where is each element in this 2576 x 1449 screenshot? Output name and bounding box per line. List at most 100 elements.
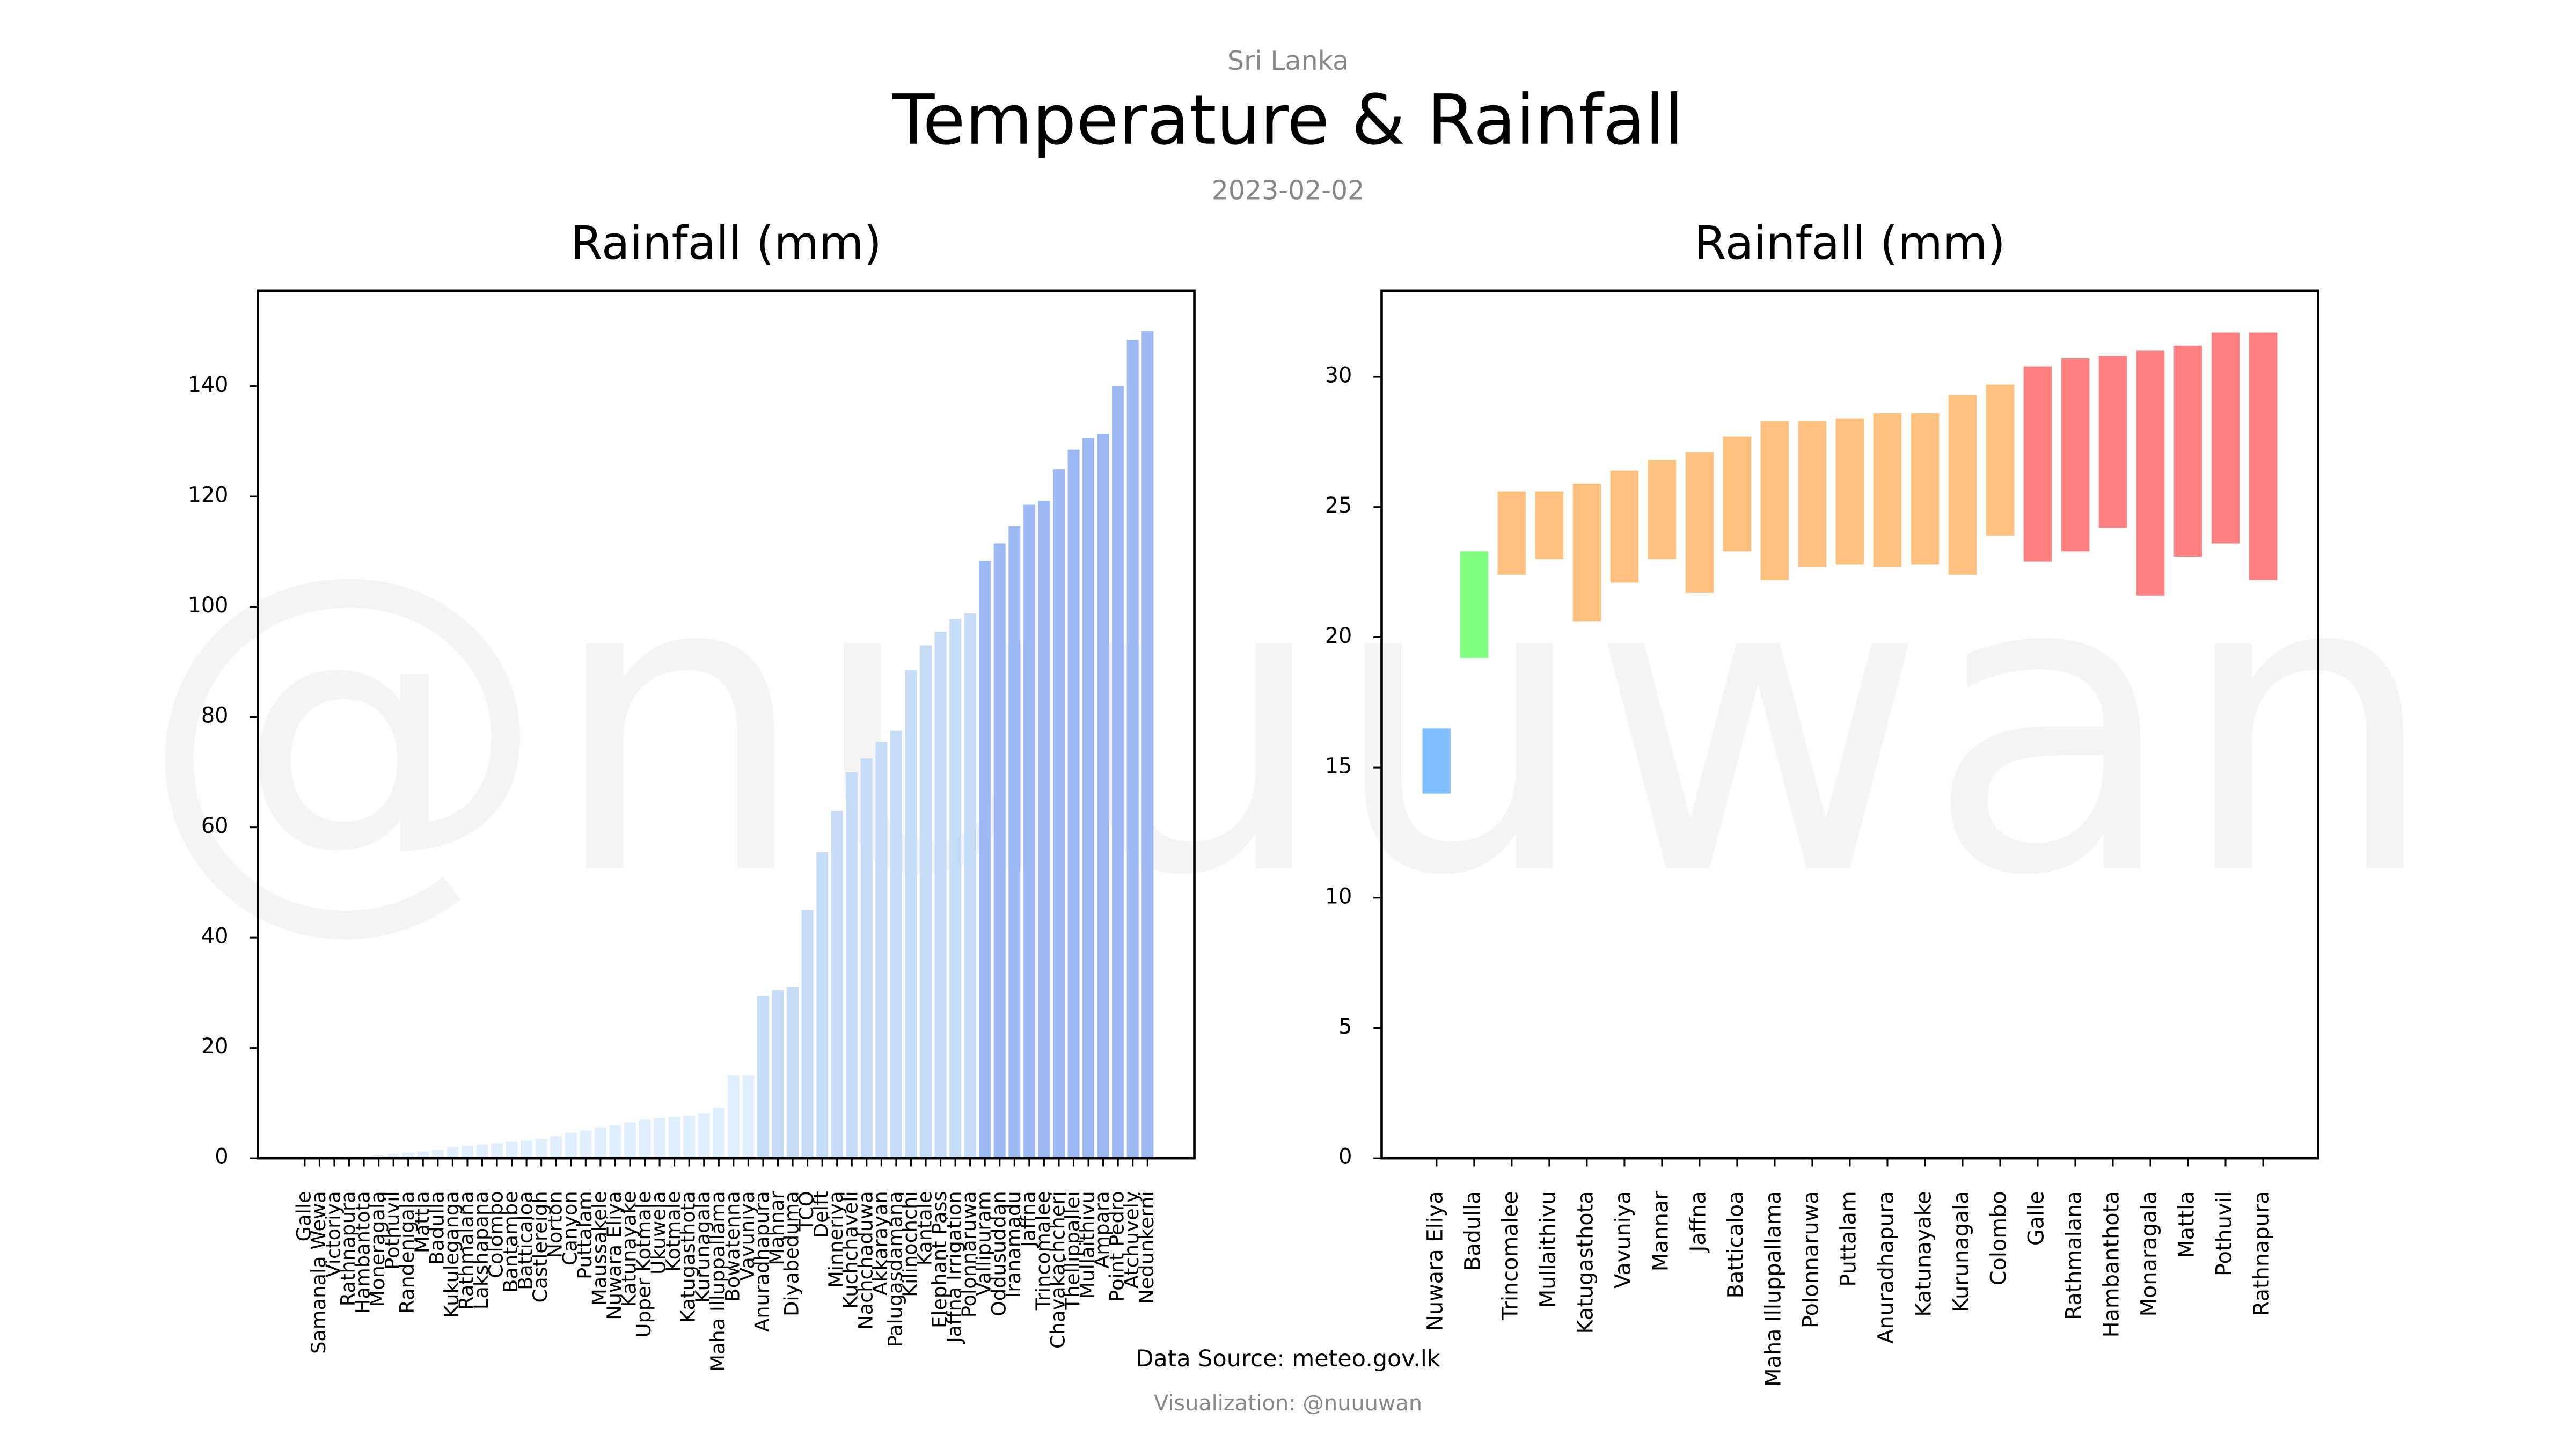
bar [609,1125,621,1159]
x-tick-label: Ampara [1091,1191,1114,1268]
x-tick-label: Canyon [558,1191,581,1265]
x-tick-label: Point Pedro [1106,1191,1129,1301]
x-tick-label: Katugasthota [677,1191,700,1323]
plot-frame [257,289,1196,1160]
bar [772,990,784,1159]
range-bar [2174,345,2202,557]
x-tick-label: Mannar [765,1190,788,1265]
range-bar [1685,452,1714,593]
bar [846,772,858,1159]
main-title: Temperature & Rainfall [892,80,1684,160]
x-tick-label: Iranamadu [1002,1191,1025,1298]
range-bar [2249,332,2278,580]
x-tick-label: Jaffna [1686,1191,1710,1253]
bar [1038,501,1050,1159]
range-bar [2061,358,2090,552]
x-tick-label: Hambanthota [2099,1191,2124,1337]
range-bar [1760,421,1789,580]
x-tick-label: Badulla [425,1191,448,1264]
bar [417,1151,429,1159]
credit: Visualization: @nuuuwan [1154,1391,1422,1416]
range-bar [1422,728,1451,794]
x-tick-label: Batticaloa [514,1191,537,1290]
y-tick-label: 60 [201,814,229,838]
x-tick-label: Upper Kotmale [632,1191,655,1337]
y-tick-label: 0 [1338,1145,1352,1169]
x-tick-label: Maussakele [588,1191,611,1306]
bar [1008,526,1021,1159]
x-tick-label: Kotmale [662,1191,685,1271]
plot-frame [1380,289,2319,1160]
x-tick-label: Pothuvil [2212,1191,2237,1276]
x-tick-label: Maha Illuppallama [706,1191,729,1371]
y-tick-label: 20 [1325,624,1352,648]
bar [964,613,976,1159]
range-bar [1723,436,1752,552]
bar [654,1118,666,1159]
bar [801,910,814,1159]
range-bar [2136,350,2165,596]
x-tick-label: Galle [2024,1191,2048,1246]
x-tick-label: Mannar [1648,1191,1673,1272]
y-tick-label: 5 [1338,1014,1352,1039]
bar [905,670,917,1159]
x-tick-label: Colombo [1986,1191,2011,1285]
x-tick-label: Mullaithivu [1076,1191,1099,1299]
x-tick-label: Kurunagala [1949,1191,1973,1312]
bar [565,1132,577,1159]
bar [816,852,829,1159]
x-tick-label: Kilinochchi [898,1191,921,1297]
bar [372,1155,385,1159]
bar [875,742,888,1159]
y-tick-label: 140 [188,372,229,397]
bar [624,1122,636,1159]
y-tick-label: 0 [215,1145,228,1169]
range-bar [1497,491,1526,575]
x-tick-label: Diyabeduma [780,1191,803,1316]
bar [860,758,873,1159]
y-tick-label: 100 [188,593,229,618]
bar [639,1119,651,1159]
x-tick-label: Jaffna Irrigation [943,1191,966,1344]
x-tick-label: Nuwara Eliya [1423,1191,1447,1330]
x-tick-label: Puttalam [1836,1191,1861,1286]
x-tick-label: Vavuniya [1611,1191,1635,1288]
bar [476,1144,488,1159]
x-tick-label: Victoriya [321,1191,345,1277]
bar [979,561,991,1159]
x-tick-label: Rathnapura [336,1191,360,1306]
bar [934,631,947,1159]
x-tick-label: Bowatenna [721,1191,744,1301]
x-tick-label: Batticaloa [1723,1191,1748,1298]
x-tick-label: Pothuvil [381,1191,404,1269]
range-bar [1535,491,1564,559]
x-tick-label: Vallipuram [972,1191,996,1296]
bar [1067,449,1080,1159]
x-tick-label: Minneriya [824,1191,847,1288]
x-tick-label: Oddusuddan [987,1191,1010,1316]
x-tick-label: Rathnapura [2250,1191,2274,1316]
range-bar [1610,470,1639,583]
range-bar [1460,551,1489,658]
range-bar [1835,418,1864,565]
y-tick-label: 120 [188,483,229,508]
y-tick-label: 20 [201,1034,229,1059]
x-tick-label: Colombo [485,1191,508,1278]
x-tick-label: Rathmalana [455,1191,478,1310]
x-tick-label: Rathmalana [2061,1191,2086,1320]
range-bar [2211,332,2240,544]
bar [387,1153,400,1159]
bar [580,1130,592,1159]
x-tick-label: Nachchaduwa [854,1191,877,1330]
x-tick-label: Ukuwela [647,1191,670,1275]
bar [787,987,799,1159]
bar [831,810,843,1159]
x-tick-label: Nedunkerni [1135,1191,1158,1304]
x-tick-label: Mattla [2175,1191,2199,1258]
bar [535,1139,547,1159]
x-tick-label: Mullaithivu [1535,1191,1560,1308]
bar [1112,386,1124,1159]
bar [491,1143,503,1159]
x-tick-label: Kurunagala [691,1191,714,1302]
